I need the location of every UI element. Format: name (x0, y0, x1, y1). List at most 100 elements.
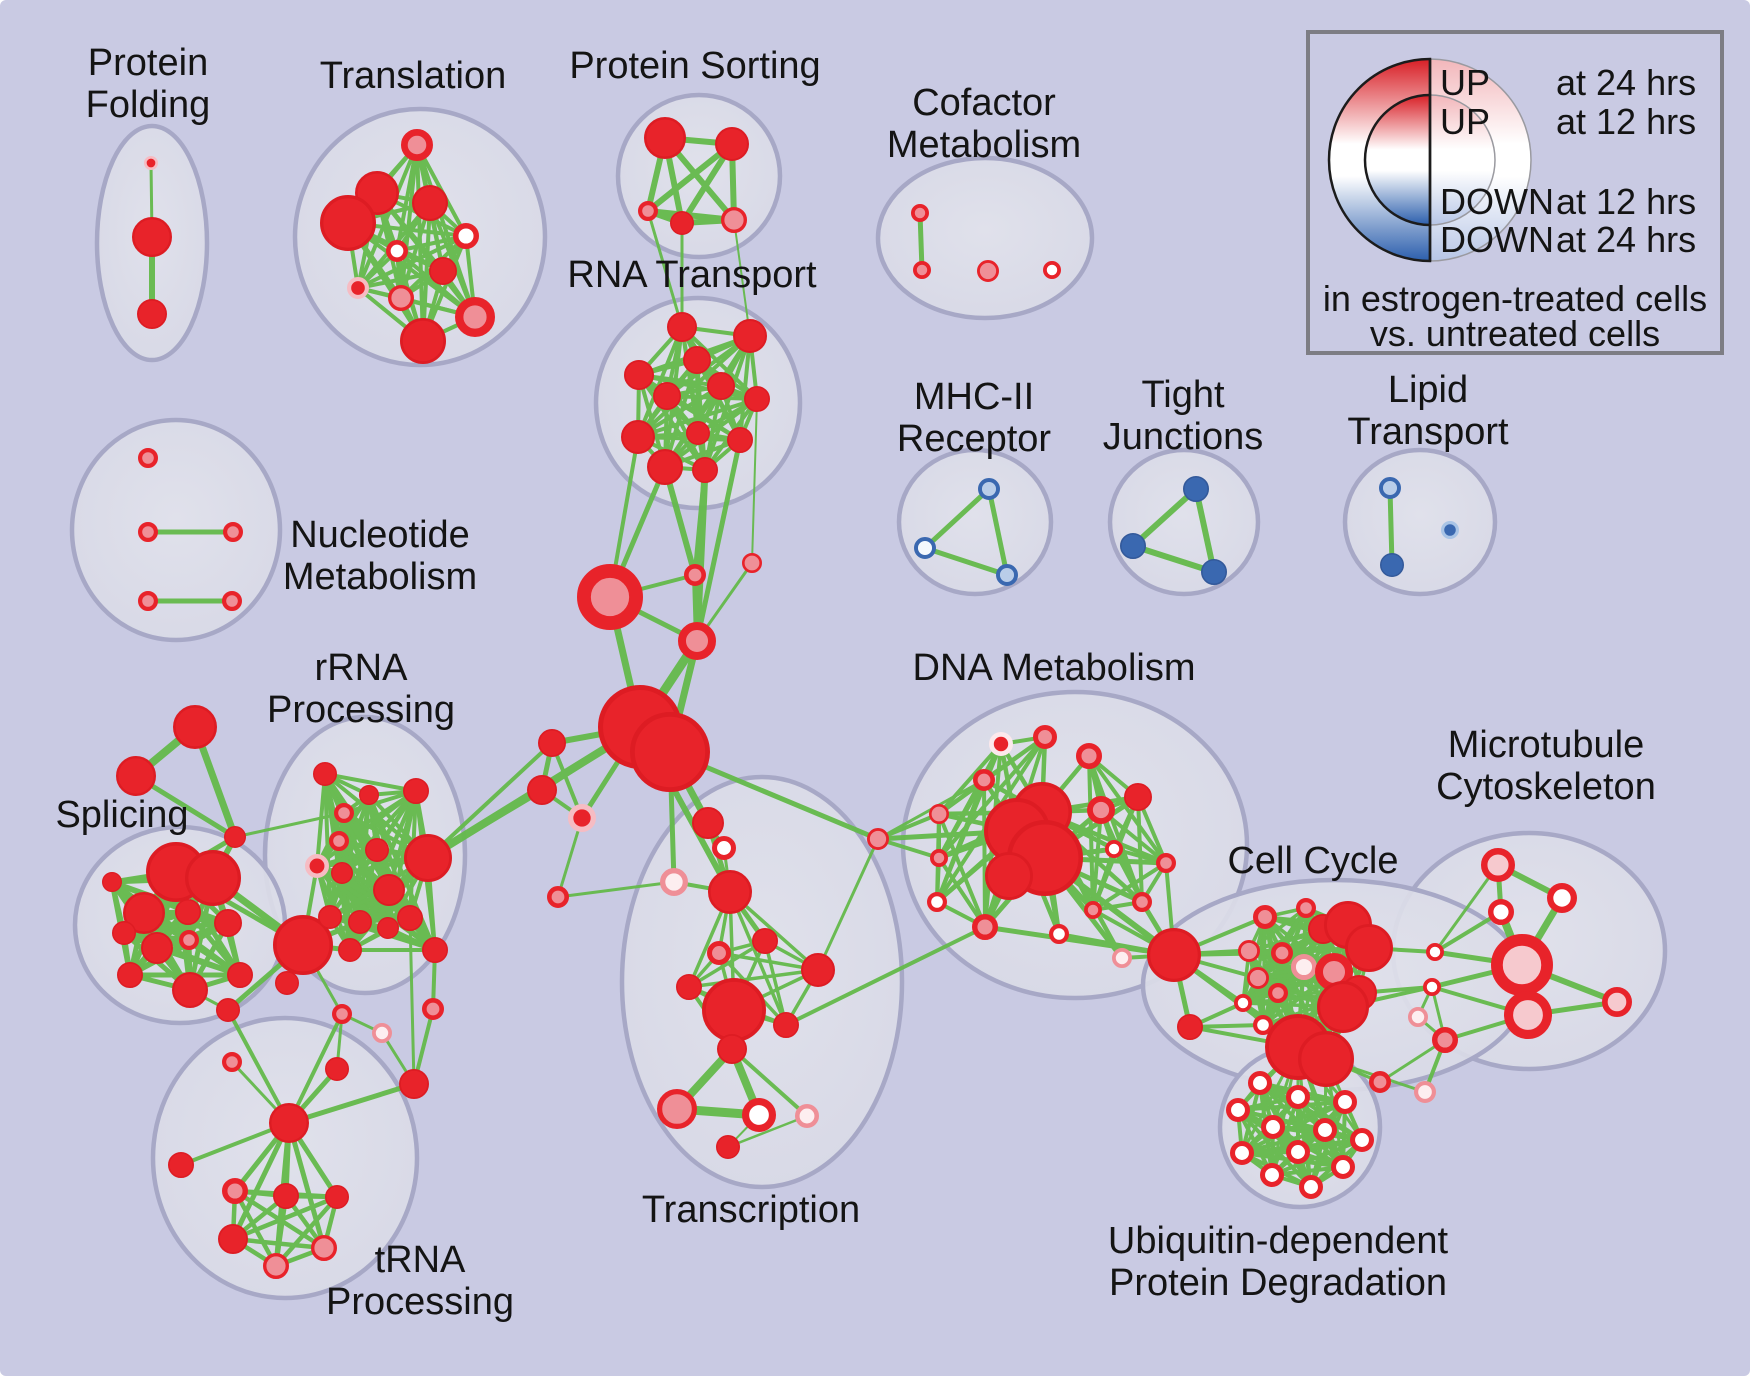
network-node (1290, 953, 1317, 980)
network-node (224, 825, 247, 848)
network-edge (636, 397, 759, 439)
network-node (141, 932, 174, 965)
network-node (1271, 941, 1294, 964)
network-node (656, 1088, 697, 1129)
network-node (538, 729, 567, 758)
network-node (667, 311, 698, 342)
network-edge (230, 1120, 292, 1242)
network-node (388, 285, 415, 312)
network-node (708, 870, 753, 915)
network-node (1350, 1128, 1375, 1153)
legend-inner-circle-12h-half (1363, 93, 1432, 227)
network-node (217, 1224, 248, 1255)
network-edge (226, 1008, 291, 1125)
network-node (930, 849, 949, 868)
network-node (1378, 477, 1401, 500)
network-node (213, 909, 242, 938)
network-node (1298, 1031, 1355, 1088)
cluster-ubiquitin-degradation-label: Protein Degradation (1109, 1262, 1447, 1304)
cluster-cell-cycle-label: Cell Cycle (1227, 840, 1398, 882)
network-node (138, 448, 159, 469)
network-edge (935, 778, 986, 904)
network-node (733, 318, 768, 353)
cluster-dna-metabolism-label: DNA Metabolism (913, 647, 1196, 689)
network-node (404, 834, 453, 883)
network-edge (1130, 543, 1217, 575)
network-node (428, 256, 457, 285)
network-node (311, 1234, 338, 1261)
network-edge (286, 1081, 417, 1126)
network-node (1601, 986, 1632, 1017)
network-node (576, 563, 643, 630)
network-node (329, 830, 350, 851)
network-node (637, 201, 658, 222)
network-node (272, 914, 333, 975)
network-edge (917, 210, 925, 273)
network-edge (982, 924, 1177, 958)
network-node (1201, 559, 1228, 586)
network-node (1230, 1141, 1255, 1166)
network-edge (1136, 795, 1144, 904)
network-node (1238, 939, 1261, 962)
network-node (1086, 796, 1115, 825)
network-node (116, 962, 143, 989)
network-node (396, 905, 423, 932)
legend-direction-label: UP (1440, 62, 1490, 103)
network-node (995, 563, 1018, 586)
network-node (411, 185, 448, 222)
network-node (272, 1183, 299, 1210)
network-node (677, 621, 716, 660)
cluster-mhc-ii-receptor-label: Receptor (897, 418, 1052, 460)
network-node (1043, 261, 1062, 280)
network-edge (636, 325, 684, 439)
network-edge (687, 939, 767, 989)
network-edge (982, 778, 987, 929)
network-node (385, 239, 408, 262)
cluster-protein-folding-label: Protein (88, 42, 208, 84)
cluster-ubiquitin-degradation-label: Ubiquitin-dependent (1108, 1220, 1449, 1262)
network-edge (1387, 485, 1395, 568)
network-node (527, 775, 558, 806)
network-node (1183, 475, 1210, 502)
network-node (179, 929, 200, 950)
network-edge (784, 925, 987, 1027)
network-node (795, 1104, 820, 1129)
network-node (989, 732, 1014, 757)
network-node (977, 478, 1000, 501)
cluster-splicing-label: Splicing (55, 794, 188, 836)
network-node (1267, 982, 1288, 1003)
network-node (1286, 1140, 1311, 1165)
cluster-lipid-transport-ellipse (1342, 447, 1498, 597)
cluster-microtubule-cytoskeleton-label: Microtubule (1448, 724, 1644, 766)
network-node (692, 807, 725, 840)
network-node (1260, 1163, 1285, 1188)
network-node (567, 803, 596, 832)
network-node (707, 941, 732, 966)
network-edge (937, 856, 987, 929)
network-node (1105, 840, 1124, 859)
network-node (1253, 905, 1278, 930)
network-node (1177, 1014, 1204, 1041)
network-node (1295, 897, 1316, 918)
legend-footer-line: in estrogen-treated cells (1323, 278, 1707, 319)
network-node (1331, 1155, 1356, 1180)
network-node (971, 913, 998, 940)
network-node (1234, 994, 1253, 1013)
network-node (712, 836, 737, 861)
network-edge (556, 880, 676, 899)
network-edge (645, 141, 735, 214)
network-node (334, 802, 355, 823)
network-node (226, 962, 253, 989)
network-node (1333, 1090, 1358, 1115)
network-node (985, 852, 1034, 901)
network-node (1286, 1085, 1311, 1110)
network-node (1048, 923, 1069, 944)
network-node (683, 563, 706, 586)
network-node (269, 1102, 310, 1143)
network-node (402, 778, 429, 805)
network-node (325, 1056, 350, 1081)
network-node (1413, 1080, 1436, 1103)
network-node (1423, 978, 1442, 997)
network-edge (937, 735, 1047, 860)
